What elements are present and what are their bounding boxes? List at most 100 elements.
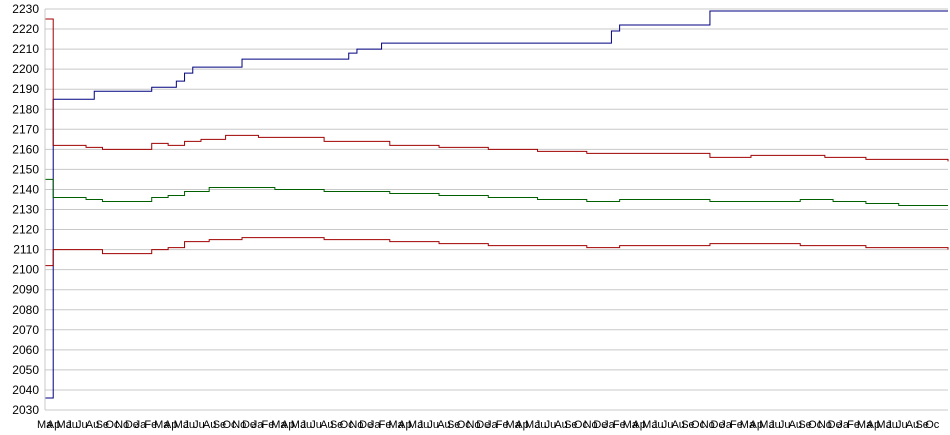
x-tick-label: Ap <box>281 419 294 431</box>
y-tick-label: 2170 <box>12 122 39 136</box>
x-tick-label: Oc <box>691 419 706 431</box>
y-tick-label: 2220 <box>12 22 39 36</box>
x-tick-label: Ap <box>164 419 177 431</box>
y-tick-label: 2210 <box>12 42 39 56</box>
x-tick-label: Fe <box>144 419 157 431</box>
x-tick-label: Ja <box>603 419 616 431</box>
x-tick-label: Au <box>437 419 450 431</box>
y-tick-label: 2030 <box>12 403 39 417</box>
x-tick-label: Ju <box>310 419 322 431</box>
x-tick-label: No <box>701 419 715 431</box>
x-tick-label: Ap <box>750 419 763 431</box>
x-tick-label: Au <box>671 419 684 431</box>
x-tick-label: Fe <box>496 419 509 431</box>
x-tick-label: Fe <box>379 419 392 431</box>
x-tick-label: Ju <box>779 419 791 431</box>
x-tick-label: No <box>115 419 129 431</box>
x-tick-label: Au <box>789 419 802 431</box>
x-tick-label: Ma <box>506 419 522 431</box>
y-tick-label: 2070 <box>12 323 39 337</box>
x-tick-label: Ju <box>769 419 781 431</box>
x-tick-label: De <box>476 419 490 431</box>
y-tick-label: 2040 <box>12 383 39 397</box>
y-tick-label: 2160 <box>12 142 39 156</box>
x-tick-label: Se <box>213 419 226 431</box>
y-tick-label: 2110 <box>13 243 39 257</box>
x-tick-label: Ap <box>515 419 528 431</box>
x-tick-label: Se <box>798 419 811 431</box>
x-tick-label: Oc <box>222 419 237 431</box>
x-tick-label: Se <box>447 419 460 431</box>
x-tick-label: Ma <box>57 419 73 431</box>
y-tick-label: 2060 <box>12 343 39 357</box>
y-tick-label: 2190 <box>12 82 39 96</box>
grid-layer <box>45 8 948 411</box>
x-tick-label: Ju <box>301 419 313 431</box>
x-tick-label: No <box>584 419 598 431</box>
x-tick-label: Ma <box>876 419 892 431</box>
x-tick-label: Ma <box>271 419 287 431</box>
x-tick-label: De <box>593 419 607 431</box>
x-tick-label: Au <box>86 419 99 431</box>
x-tick-label: Ju <box>652 419 664 431</box>
x-tick-label: Se <box>564 419 577 431</box>
y-tick-label: 2050 <box>12 363 39 377</box>
x-tick-label: Oc <box>457 419 472 431</box>
y-tick-label: 2100 <box>12 263 39 277</box>
x-tick-label: De <box>828 419 842 431</box>
series-layer <box>45 10 949 399</box>
y-tick-label: 2180 <box>12 102 39 116</box>
x-tick-label: Ja <box>369 419 382 431</box>
y-tick-label: 2090 <box>12 283 39 297</box>
x-tick-label: Oc <box>925 419 940 431</box>
y-tick-label: 2130 <box>12 203 39 217</box>
series-line-4 <box>45 237 949 267</box>
x-tick-label: Ju <box>418 419 430 431</box>
x-tick-label: Oc <box>105 419 120 431</box>
x-tick-label: Ja <box>486 419 499 431</box>
x-tick-label: Ju <box>193 419 205 431</box>
x-tick-label: Ap <box>398 419 411 431</box>
x-tick-label: Au <box>554 419 567 431</box>
x-axis-ticks: MaApMaJuJuAuSeOcNoDeJaFeMaApMaJuJuAuSeOc… <box>37 419 940 431</box>
x-tick-label: No <box>349 419 363 431</box>
y-tick-label: 2140 <box>12 182 39 196</box>
x-tick-label: Ap <box>632 419 645 431</box>
x-tick-label: Ja <box>837 419 850 431</box>
x-tick-label: Ju <box>896 419 908 431</box>
y-tick-label: 2120 <box>12 223 39 237</box>
x-tick-label: De <box>359 419 373 431</box>
x-tick-label: No <box>466 419 480 431</box>
x-tick-label: Ma <box>154 419 170 431</box>
x-tick-label: De <box>711 419 725 431</box>
x-tick-label: Ma <box>759 419 775 431</box>
x-tick-label: Ma <box>642 419 658 431</box>
x-tick-label: Fe <box>730 419 743 431</box>
x-tick-label: Ja <box>252 419 265 431</box>
x-tick-label: Ju <box>427 419 439 431</box>
y-axis-ticks: 2030 2040 2050 2060 2070 2080 2090 2100 2110 2120… <box>12 2 39 417</box>
x-tick-label: Se <box>681 419 694 431</box>
y-tick-label: 2150 <box>12 162 39 176</box>
x-tick-label: Au <box>320 419 333 431</box>
x-tick-label: De <box>125 419 139 431</box>
x-tick-label: Ju <box>886 419 898 431</box>
x-tick-label: Oc <box>574 419 589 431</box>
x-tick-label: Ju <box>183 419 195 431</box>
x-tick-label: Se <box>915 419 928 431</box>
x-tick-label: Ma <box>174 419 190 431</box>
x-tick-label: Ju <box>76 419 88 431</box>
x-tick-label: Ap <box>867 419 880 431</box>
y-tick-label: 2230 <box>12 2 39 16</box>
series-line-1 <box>45 10 948 399</box>
x-tick-label: Au <box>203 419 216 431</box>
x-tick-label: Ju <box>545 419 557 431</box>
x-tick-label: Ju <box>535 419 547 431</box>
x-tick-label: Ja <box>720 419 733 431</box>
x-tick-label: Ju <box>66 419 78 431</box>
x-tick-label: Ma <box>291 419 307 431</box>
x-tick-label: No <box>232 419 246 431</box>
x-tick-label: Ap <box>47 419 60 431</box>
